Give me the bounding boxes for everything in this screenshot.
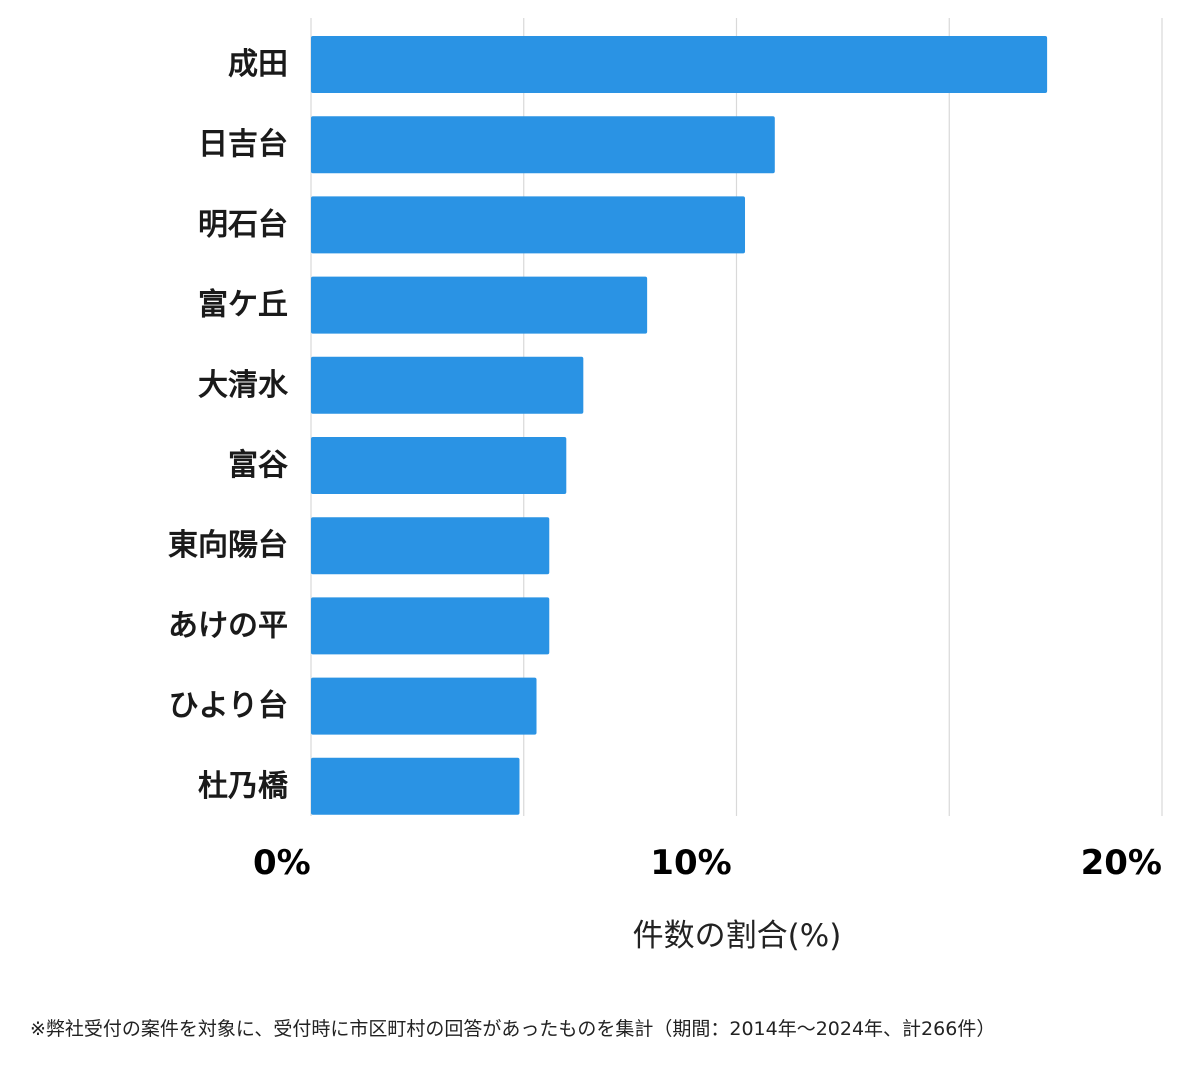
tick-label-10: 10% xyxy=(650,843,731,883)
category-label-5: 大清水 xyxy=(198,368,289,403)
bar-4 xyxy=(311,276,648,334)
bar-2 xyxy=(311,116,775,174)
bar-9 xyxy=(311,677,537,735)
category-label-6: 富谷 xyxy=(228,448,288,483)
category-label-3: 明石台 xyxy=(198,207,288,242)
category-label-9: ひより台 xyxy=(169,689,288,724)
x-axis-title: 件数の割合(%) xyxy=(633,918,842,954)
bar-6 xyxy=(311,437,567,494)
category-label-10: 杜乃橋 xyxy=(198,769,289,804)
category-label-1: 成田 xyxy=(228,47,288,82)
footnote: ※弊社受付の案件を対象に、受付時に市区町村の回答があったものを集計（期間：201… xyxy=(30,1018,996,1040)
bar-3 xyxy=(311,196,746,254)
bar-1 xyxy=(311,36,1048,93)
tick-label-0: 0% xyxy=(253,843,311,883)
bar-7 xyxy=(311,517,550,575)
bar-8 xyxy=(311,597,550,655)
tick-label-20: 20% xyxy=(1081,843,1162,883)
category-label-8: あけの平 xyxy=(168,608,288,643)
bar-10 xyxy=(311,757,520,815)
category-label-2: 日吉台 xyxy=(198,127,288,162)
category-label-4: 富ケ丘 xyxy=(198,288,288,323)
category-label-7: 東向陽台 xyxy=(168,528,288,563)
bar-5 xyxy=(311,356,584,414)
